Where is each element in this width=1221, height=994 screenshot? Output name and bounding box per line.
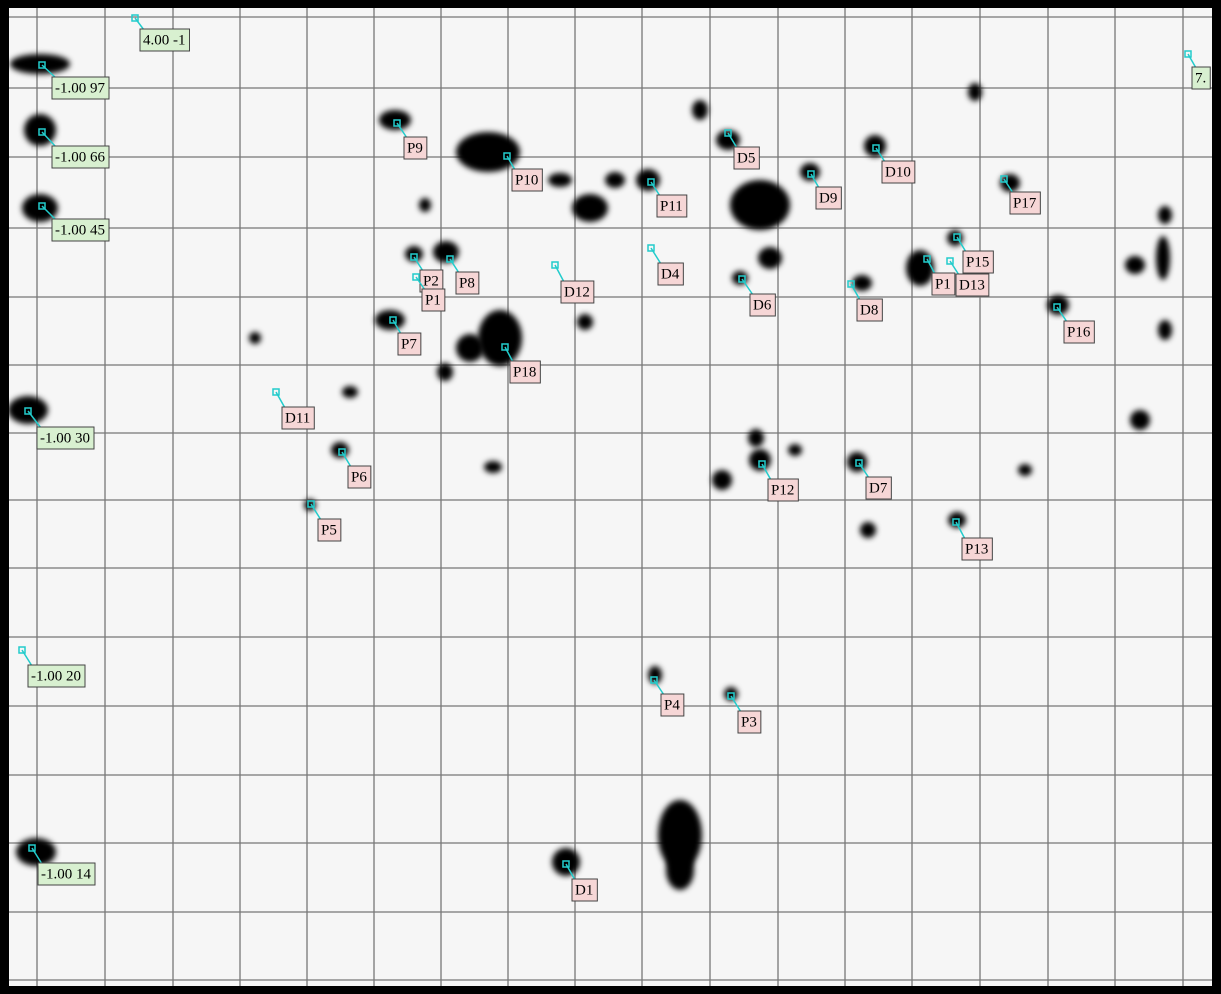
protein-spot <box>852 275 872 291</box>
spot-label: P3 <box>741 714 757 730</box>
spot-label: D6 <box>753 297 772 313</box>
protein-spot <box>484 461 502 473</box>
spot-label: D9 <box>819 190 837 206</box>
spot-label: P9 <box>407 140 423 156</box>
reference-label: -1.00 30 <box>40 430 90 446</box>
spot-label: P2 <box>423 273 439 289</box>
reference-label: -1.00 66 <box>55 149 105 165</box>
protein-spot <box>666 850 694 890</box>
protein-spot <box>16 838 56 866</box>
spot-label: D10 <box>885 164 911 180</box>
spot-label: P5 <box>321 522 337 538</box>
protein-spot <box>342 386 358 398</box>
spot-label: D13 <box>959 277 985 293</box>
protein-spot <box>572 194 608 222</box>
spot-label: D12 <box>564 284 590 300</box>
spot-label: P1 <box>935 276 951 292</box>
protein-spot <box>712 470 732 490</box>
protein-spot <box>1130 410 1150 430</box>
spot-label: D7 <box>869 480 888 496</box>
protein-spot <box>1047 295 1069 315</box>
protein-spot <box>456 132 520 172</box>
spot-label: D1 <box>575 882 593 898</box>
spot-label: P12 <box>771 482 794 498</box>
protein-spot <box>860 522 876 538</box>
protein-spot <box>552 848 580 876</box>
spot-label: D11 <box>285 410 310 426</box>
protein-spot <box>22 194 58 222</box>
protein-spot <box>800 163 820 181</box>
gel-image: 4.00 -1 -1.00 97 -1.00 66 -1.00 45 -1.00 30 -… <box>0 0 1221 994</box>
spot-label: P15 <box>966 254 989 270</box>
spot-label: D8 <box>860 302 878 318</box>
protein-spot <box>730 180 790 230</box>
spot-label: P17 <box>1013 195 1037 211</box>
reference-label: -1.00 20 <box>31 668 81 684</box>
spot-label: P10 <box>515 172 538 188</box>
protein-spot <box>1018 464 1032 476</box>
protein-spot <box>788 444 802 456</box>
protein-spot <box>692 100 708 120</box>
protein-spot <box>10 54 70 74</box>
protein-spot <box>1158 320 1172 340</box>
spot-label: P7 <box>401 336 417 352</box>
protein-spot <box>864 135 886 157</box>
protein-spot <box>419 198 431 212</box>
protein-spot <box>847 452 867 472</box>
spot-label: P18 <box>513 364 536 380</box>
spot-label: P6 <box>351 469 367 485</box>
protein-spot <box>1125 256 1145 274</box>
protein-spot <box>748 429 764 447</box>
spot-label: P16 <box>1067 324 1091 340</box>
protein-spot <box>437 363 453 381</box>
spot-label: P8 <box>459 275 475 291</box>
protein-spot <box>433 241 459 263</box>
protein-spot <box>1156 236 1170 280</box>
protein-spot <box>456 334 484 362</box>
spot-label: D4 <box>661 266 680 282</box>
protein-spot <box>577 314 593 330</box>
protein-spot <box>968 83 982 101</box>
spot-label: P11 <box>660 198 683 214</box>
reference-label: 4.00 -1 <box>143 32 186 48</box>
protein-spot <box>249 332 261 344</box>
protein-spot <box>605 172 625 188</box>
spot-label: P1 <box>425 292 441 308</box>
spot-label: P13 <box>965 541 988 557</box>
reference-label: -1.00 45 <box>55 222 105 238</box>
protein-spot <box>478 310 522 366</box>
reference-label: -1.00 14 <box>41 866 91 882</box>
gel-background <box>9 8 1212 986</box>
reference-label: -1.00 97 <box>55 80 105 96</box>
spot-label: P4 <box>664 697 680 713</box>
protein-spot <box>548 173 572 187</box>
reference-label: 7. <box>1195 70 1206 86</box>
protein-spot <box>1158 206 1172 224</box>
protein-spot <box>758 247 782 269</box>
protein-spot <box>8 396 48 424</box>
spot-label: D5 <box>737 150 755 166</box>
